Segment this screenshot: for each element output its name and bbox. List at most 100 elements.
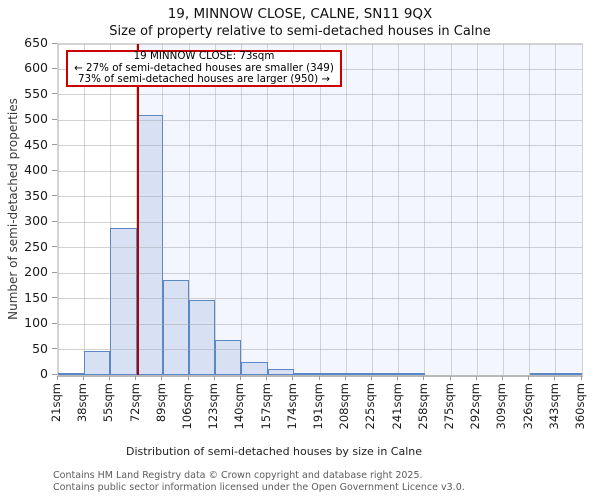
y-tick-label: 400 bbox=[24, 162, 48, 178]
horizontal-gridline bbox=[58, 145, 582, 147]
property-size-marker-line bbox=[137, 44, 139, 375]
vertical-gridline bbox=[345, 44, 347, 375]
x-tick-mark bbox=[370, 376, 372, 380]
x-tick-mark bbox=[213, 376, 215, 380]
y-tick-label: 100 bbox=[24, 315, 48, 331]
x-tick-label: 140sqm bbox=[232, 383, 247, 430]
y-tick-mark bbox=[52, 169, 57, 171]
histogram-bar bbox=[398, 373, 425, 375]
vertical-gridline bbox=[240, 44, 242, 375]
vertical-gridline bbox=[214, 44, 216, 375]
horizontal-gridline bbox=[58, 196, 582, 198]
x-tick-mark bbox=[187, 376, 189, 380]
histogram-bar bbox=[189, 299, 216, 375]
x-tick-mark bbox=[56, 376, 58, 380]
horizontal-gridline bbox=[58, 43, 582, 45]
plot-area bbox=[57, 43, 583, 377]
x-tick-label: 157sqm bbox=[258, 383, 273, 430]
x-tick-mark bbox=[239, 376, 241, 380]
annotation-box: 19 MINNOW CLOSE: 73sqm ← 27% of semi-det… bbox=[66, 50, 342, 87]
vertical-gridline bbox=[398, 44, 400, 375]
vertical-gridline bbox=[502, 44, 504, 375]
y-axis-title: Number of semi-detached properties bbox=[6, 97, 21, 320]
x-tick-mark bbox=[554, 376, 556, 380]
x-tick-label: 258sqm bbox=[415, 383, 430, 430]
vertical-gridline bbox=[188, 44, 190, 375]
y-tick-label: 50 bbox=[32, 340, 48, 356]
horizontal-gridline bbox=[58, 170, 582, 172]
y-tick-mark bbox=[52, 195, 57, 197]
x-tick-label: 191sqm bbox=[311, 383, 325, 430]
chart-subtitle: Size of property relative to semi-detach… bbox=[109, 24, 491, 39]
histogram-bar bbox=[84, 350, 111, 375]
x-tick-label: 208sqm bbox=[337, 383, 352, 430]
vertical-gridline bbox=[162, 44, 164, 375]
y-tick-mark bbox=[52, 118, 57, 120]
x-tick-mark bbox=[82, 376, 84, 380]
vertical-gridline bbox=[109, 44, 111, 375]
x-tick-mark bbox=[528, 376, 530, 380]
vertical-gridline bbox=[555, 44, 557, 375]
histogram-bar bbox=[555, 373, 582, 375]
x-tick-mark bbox=[580, 376, 582, 380]
vertical-gridline bbox=[293, 44, 295, 375]
x-tick-mark bbox=[135, 376, 137, 380]
histogram-bar bbox=[162, 280, 189, 375]
footer: Contains HM Land Registry data © Crown c… bbox=[53, 470, 465, 493]
footer-attribution-ogl: Contains public sector information licen… bbox=[53, 481, 465, 493]
y-tick-label: 550 bbox=[24, 85, 48, 101]
y-tick-label: 150 bbox=[24, 289, 48, 305]
histogram-bar bbox=[320, 372, 347, 375]
x-tick-mark bbox=[161, 376, 163, 380]
y-tick-label: 350 bbox=[24, 187, 48, 203]
y-tick-label: 650 bbox=[24, 35, 48, 50]
histogram-bar bbox=[241, 361, 268, 375]
x-tick-label: 225sqm bbox=[363, 383, 378, 430]
x-tick-label: 72sqm bbox=[127, 383, 142, 423]
y-tick-mark bbox=[52, 42, 57, 44]
x-tick-mark bbox=[501, 376, 503, 380]
x-tick-label: 21sqm bbox=[49, 383, 63, 423]
annotation-property-label: 19 MINNOW CLOSE: 73sqm bbox=[133, 50, 275, 63]
x-tick-label: 174sqm bbox=[284, 383, 299, 430]
y-tick-mark bbox=[52, 67, 57, 69]
horizontal-gridline bbox=[58, 221, 582, 223]
histogram-bar bbox=[215, 340, 242, 375]
x-tick-mark bbox=[449, 376, 451, 380]
chart-title: 19, MINNOW CLOSE, CALNE, SN11 9QX bbox=[167, 6, 433, 22]
y-tick-label: 250 bbox=[24, 238, 48, 254]
x-tick-label: 241sqm bbox=[389, 383, 404, 430]
vertical-gridline bbox=[476, 44, 478, 375]
x-tick-mark bbox=[344, 376, 346, 380]
horizontal-gridline bbox=[58, 247, 582, 249]
x-tick-label: 292sqm bbox=[468, 383, 483, 430]
horizontal-gridline bbox=[58, 349, 582, 351]
y-tick-mark bbox=[52, 322, 57, 324]
x-tick-label: 123sqm bbox=[206, 383, 221, 430]
y-tick-mark bbox=[52, 220, 57, 222]
footer-attribution-hmlr: Contains HM Land Registry data © Crown c… bbox=[53, 470, 423, 481]
x-tick-label: 343sqm bbox=[546, 383, 561, 430]
vertical-gridline bbox=[529, 44, 531, 375]
x-tick-mark bbox=[108, 376, 110, 380]
vertical-gridline bbox=[83, 44, 85, 375]
histogram-bar bbox=[529, 373, 556, 375]
histogram-bar bbox=[293, 372, 320, 375]
y-tick-label: 500 bbox=[24, 111, 48, 127]
histogram-bar bbox=[267, 369, 294, 375]
horizontal-gridline bbox=[58, 94, 582, 96]
histogram-bar bbox=[346, 373, 373, 375]
y-tick-label: 300 bbox=[24, 213, 48, 229]
horizontal-gridline bbox=[58, 298, 582, 300]
x-axis-title: Distribution of semi-detached houses by … bbox=[125, 445, 423, 458]
vertical-gridline bbox=[57, 44, 59, 375]
vertical-gridline bbox=[371, 44, 373, 375]
x-tick-mark bbox=[266, 376, 268, 380]
annotation-smaller-stat: ← 27% of semi-detached houses are smalle… bbox=[74, 61, 334, 74]
vertical-gridline bbox=[424, 44, 426, 375]
x-tick-label: 309sqm bbox=[494, 383, 509, 430]
horizontal-gridline bbox=[58, 272, 582, 274]
y-tick-label: 600 bbox=[24, 60, 48, 76]
y-tick-mark bbox=[52, 144, 57, 146]
